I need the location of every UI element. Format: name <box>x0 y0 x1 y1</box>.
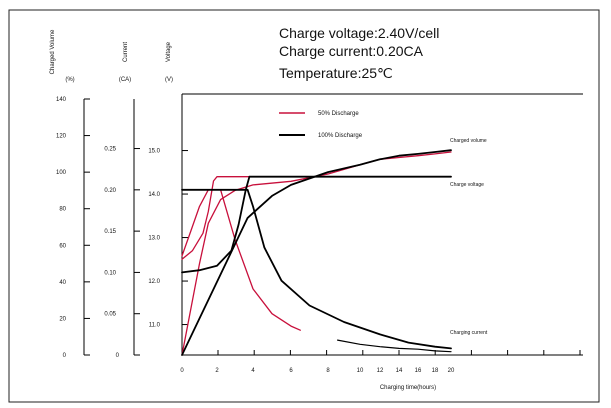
tick-label-x-0: 0 <box>180 368 184 374</box>
series-50pct-charging-current <box>181 189 301 331</box>
tick-label-charged-80: 80 <box>59 207 66 213</box>
tick-label-charged-140: 140 <box>56 97 67 103</box>
chart-border <box>8 9 600 403</box>
legend-label-100: 100% Discharge <box>318 133 363 139</box>
tick-label-x-8: 8 <box>326 368 330 374</box>
condition-temperature: Temperature:25℃ <box>279 65 393 81</box>
series-100pct-charge-voltage <box>181 175 452 274</box>
tick-label-voltage-2: 13.0 <box>148 236 160 242</box>
series-both-charging-current-tail <box>337 339 452 353</box>
tick-label-current-4: 0.20 <box>104 188 116 194</box>
tick-label-charged-40: 40 <box>59 280 66 286</box>
tick-label-current-3: 0.15 <box>104 229 116 235</box>
tick-label-charged-120: 120 <box>56 134 67 140</box>
tick-label-x-16: 16 <box>415 368 422 374</box>
annotation-charged-volume: Charged volume <box>450 138 487 144</box>
tick-label-voltage-4: 15.0 <box>148 149 160 155</box>
tick-label-x-18: 18 <box>432 368 439 374</box>
tick-label-x-14: 14 <box>396 368 403 374</box>
tick-label-current-5: 0.25 <box>104 147 116 153</box>
axis-title-voltage: Voltage <box>166 41 172 62</box>
axis-unit-current: (CA) <box>119 77 131 83</box>
tick-label-charged-20: 20 <box>59 316 66 322</box>
axis-title-current: Current <box>123 42 129 62</box>
axis-title-charged: Charged Volume <box>50 29 56 74</box>
condition-charge-voltage: Charge voltage:2.40V/cell <box>279 25 439 41</box>
tick-label-x-4: 4 <box>251 368 255 374</box>
tick-label-x-20: 20 <box>448 368 455 374</box>
tick-label-voltage-3: 14.0 <box>148 192 160 198</box>
tick-label-current-2: 0.10 <box>104 270 116 276</box>
tick-label-charged-100: 100 <box>56 170 67 176</box>
x-axis-label: Charging time(hours) <box>380 385 436 391</box>
condition-charge-current: Charge current:0.20CA <box>279 43 424 59</box>
annotation-charging-current: Charging current <box>450 330 488 336</box>
tick-label-voltage-1: 12.0 <box>148 279 160 285</box>
axis-unit-charged: (%) <box>65 77 74 83</box>
legend-label-50: 50% Discharge <box>318 111 359 117</box>
axis-unit-voltage: (V) <box>165 77 173 83</box>
tick-label-x-6: 6 <box>289 368 293 374</box>
tick-label-voltage-0: 11.0 <box>149 323 161 329</box>
tick-label-x-2: 2 <box>215 368 219 374</box>
tick-label-charged-0: 0 <box>63 353 67 359</box>
tick-label-x-12: 12 <box>377 368 384 374</box>
series-50pct-charge-voltage <box>181 176 452 260</box>
tick-label-charged-60: 60 <box>59 243 66 249</box>
series-100pct-charging-current <box>181 188 452 350</box>
series-100pct-charged-volume <box>181 149 452 356</box>
tick-label-x-10: 10 <box>357 368 364 374</box>
tick-label-current-1: 0.05 <box>104 312 116 318</box>
annotation-charge-voltage: Charge voltage <box>450 182 484 188</box>
tick-label-current-0: 0 <box>116 353 120 359</box>
